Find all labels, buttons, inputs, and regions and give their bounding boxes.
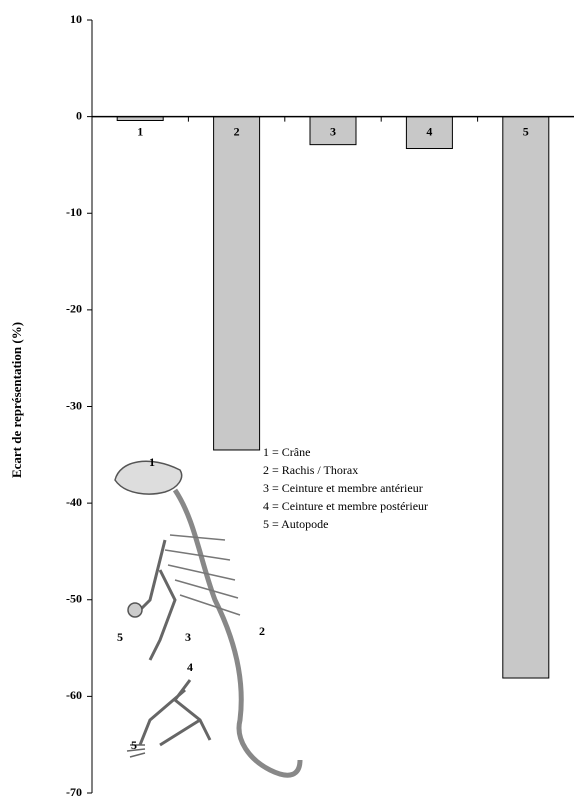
figure-label: 5	[131, 738, 137, 752]
x-tick-label: 2	[234, 124, 240, 138]
figure-label: 3	[185, 630, 191, 644]
y-tick-label: -10	[66, 205, 82, 219]
legend-item: 3 = Ceinture et membre antérieur	[263, 481, 423, 495]
y-axis-label: Ecart de représentation (%)	[9, 322, 24, 478]
figure-label: 5	[117, 630, 123, 644]
y-tick-label: 0	[76, 108, 82, 122]
legend-item: 1 = Crâne	[263, 445, 310, 459]
x-tick-label: 5	[523, 124, 529, 138]
y-tick-label: -70	[66, 785, 82, 799]
bar	[503, 117, 549, 678]
bar	[214, 117, 260, 450]
y-tick-label: -60	[66, 688, 82, 702]
y-tick-label: -20	[66, 302, 82, 316]
legend-item: 2 = Rachis / Thorax	[263, 463, 358, 477]
figure-label: 1	[149, 455, 155, 469]
y-tick-label: -50	[66, 592, 82, 606]
y-tick-label: 10	[70, 12, 82, 26]
legend-item: 5 = Autopode	[263, 517, 328, 531]
legend-item: 4 = Ceinture et membre postérieur	[263, 499, 428, 513]
x-tick-label: 1	[137, 124, 143, 138]
figure-label: 2	[259, 624, 265, 638]
chart: Ecart de représentation (%) 10 0 -10 -20 -30…	[0, 0, 574, 799]
x-tick-label: 3	[330, 124, 336, 138]
x-tick-label: 4	[426, 124, 432, 138]
y-tick-label: -40	[66, 495, 82, 509]
y-tick-label: -30	[66, 398, 82, 412]
figure-label: 4	[187, 660, 193, 674]
